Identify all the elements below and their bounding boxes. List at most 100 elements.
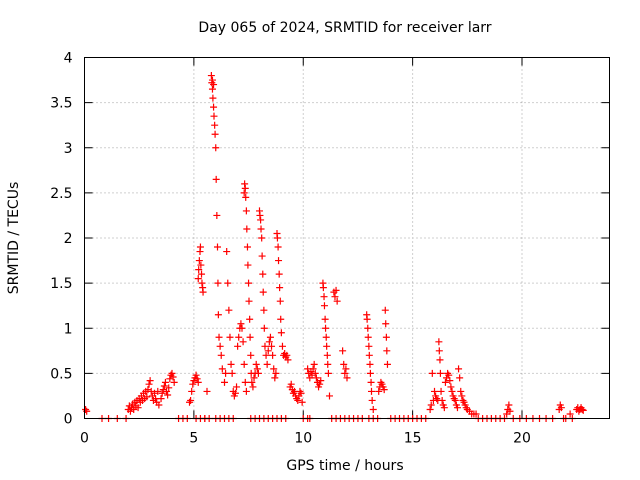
data-point — [154, 387, 162, 395]
data-point — [227, 360, 235, 368]
data-point — [260, 306, 268, 314]
data-point — [159, 386, 167, 394]
data-point — [246, 315, 254, 323]
data-point — [505, 401, 513, 409]
data-point — [368, 396, 376, 404]
data-point — [284, 356, 292, 364]
data-point — [261, 342, 269, 350]
data-point — [217, 351, 225, 359]
y-tick-label: 3 — [64, 141, 73, 157]
data-point — [198, 279, 206, 287]
data-point — [427, 401, 435, 409]
y-tick-label: 0.5 — [50, 366, 72, 382]
data-point — [134, 404, 142, 412]
data-point — [431, 387, 438, 395]
data-point — [316, 380, 324, 388]
data-point — [194, 378, 202, 386]
y-tick-label: 1.5 — [50, 276, 72, 292]
data-point — [566, 410, 574, 418]
data-point — [188, 387, 196, 395]
data-point — [210, 103, 218, 111]
data-point — [199, 288, 207, 296]
data-point — [369, 405, 377, 413]
data-point — [241, 378, 249, 386]
data-point — [146, 377, 154, 385]
data-point — [340, 360, 348, 368]
data-point — [228, 369, 236, 377]
data-point — [248, 378, 256, 386]
data-point — [165, 384, 173, 392]
data-point — [222, 369, 230, 377]
data-point — [339, 347, 347, 355]
data-point — [221, 378, 228, 386]
data-point — [147, 387, 155, 395]
data-point — [214, 243, 221, 251]
tick-labels: 0 0.5 1 1.5 2 2.5 3 3.5 4 0 5 10 15 20 — [50, 51, 531, 447]
data-point — [271, 374, 279, 382]
data-point — [168, 369, 176, 377]
data-point — [440, 404, 448, 412]
data-point — [341, 369, 349, 377]
data-point — [163, 387, 171, 395]
data-point — [428, 369, 436, 377]
data-point — [366, 360, 374, 368]
data-point — [211, 121, 219, 129]
data-point — [472, 410, 480, 418]
data-point — [240, 189, 248, 197]
data-point — [212, 175, 220, 183]
data-point — [243, 243, 251, 251]
data-point — [208, 76, 216, 84]
data-point — [242, 207, 250, 215]
data-point — [343, 374, 351, 382]
data-point — [323, 342, 331, 350]
data-point — [297, 389, 305, 397]
x-tick-label: 15 — [404, 431, 422, 447]
data-point — [260, 324, 268, 332]
data-point — [381, 306, 389, 314]
data-point — [382, 320, 390, 328]
data-point — [277, 329, 285, 337]
data-point — [193, 375, 201, 383]
data-point — [212, 144, 220, 152]
data-point — [214, 279, 222, 287]
data-points — [82, 72, 587, 422]
data-point — [278, 342, 286, 350]
data-point — [321, 315, 329, 323]
data-point — [265, 338, 273, 346]
data-point — [272, 369, 280, 377]
data-point — [276, 284, 284, 292]
y-axis-label: SRMTID / TECUs — [6, 182, 22, 295]
data-point — [283, 351, 291, 359]
data-point — [242, 193, 250, 201]
data-point — [186, 398, 193, 406]
data-point — [426, 405, 434, 413]
data-point — [247, 351, 255, 359]
data-point — [195, 257, 203, 265]
y-tick-label: 3.5 — [50, 96, 72, 112]
data-point — [249, 383, 257, 391]
data-point — [312, 374, 320, 382]
data-point — [169, 373, 177, 381]
data-point — [342, 365, 350, 373]
data-point — [324, 369, 332, 377]
data-point — [196, 243, 204, 251]
data-point — [456, 374, 464, 382]
data-point — [382, 333, 390, 341]
data-point — [257, 216, 265, 224]
data-point — [448, 387, 456, 395]
data-point — [234, 342, 242, 350]
data-point — [161, 378, 169, 386]
data-point — [368, 387, 375, 395]
data-point — [436, 356, 444, 364]
data-point — [457, 387, 465, 395]
data-point — [256, 211, 264, 219]
data-point — [366, 369, 374, 377]
data-point — [264, 347, 272, 355]
data-point — [192, 371, 200, 379]
data-point — [294, 396, 302, 404]
data-point — [223, 248, 231, 256]
data-point — [269, 351, 277, 359]
data-point — [187, 396, 195, 404]
data-point — [208, 85, 216, 93]
